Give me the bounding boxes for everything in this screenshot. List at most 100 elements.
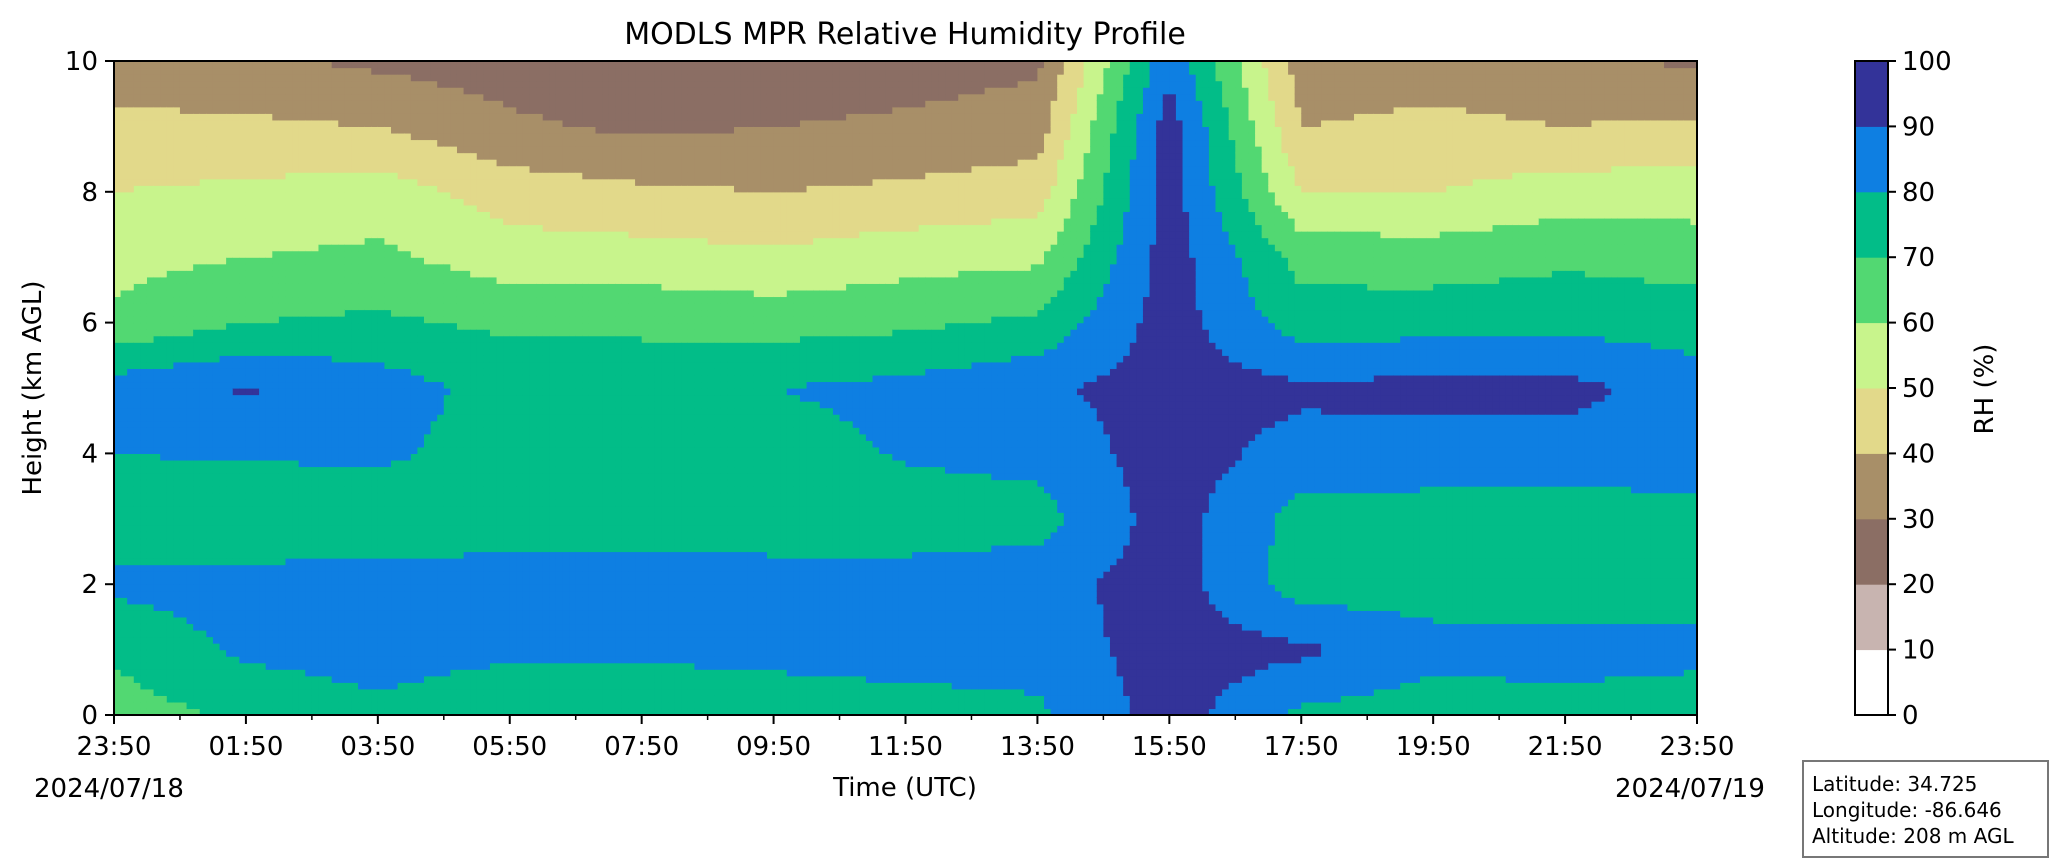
rh-cell [364, 309, 372, 317]
rh-cell [417, 629, 425, 638]
rh-cell [404, 283, 412, 291]
rh-cell [298, 100, 306, 108]
rh-cell [140, 656, 148, 664]
rh-cell [252, 80, 260, 88]
rh-cell [140, 289, 148, 298]
rh-cell [338, 414, 346, 422]
rh-cell [278, 152, 287, 160]
rh-cell [338, 74, 346, 82]
rh-cell [133, 492, 141, 500]
rh-cell [212, 224, 221, 232]
rh-cell [364, 80, 372, 88]
rh-cell [338, 629, 346, 638]
rh-cell [298, 87, 306, 95]
rh-cell [292, 649, 300, 657]
rh-cell [364, 159, 372, 167]
rh-cell [338, 316, 346, 324]
rh-cell [377, 394, 386, 402]
rh-cell [437, 427, 445, 435]
rh-cell [206, 368, 214, 376]
rh-cell [206, 420, 214, 428]
rh-cell [404, 257, 412, 265]
rh-cell [160, 231, 168, 239]
rh-cell [153, 146, 161, 154]
rh-cell [331, 87, 339, 95]
rh-cell [239, 708, 247, 715]
rh-cell [232, 276, 240, 284]
rh-cell [377, 446, 386, 454]
rh-cell [377, 433, 386, 441]
rh-cell [120, 590, 128, 598]
rh-cell [272, 636, 280, 644]
rh-cell [305, 414, 313, 422]
rh-cell [173, 224, 181, 232]
rh-cell [377, 662, 386, 670]
rh-cell [179, 414, 188, 422]
rh-cell [245, 250, 254, 258]
rh-cell [305, 283, 313, 291]
rh-cell [114, 224, 122, 232]
rh-cell [120, 433, 128, 441]
rh-cell [292, 217, 300, 226]
rh-cell [199, 211, 207, 219]
rh-cell [285, 616, 293, 625]
rh-cell [404, 682, 412, 690]
rh-cell [397, 100, 405, 108]
rh-cell [371, 695, 379, 703]
rh-cell [358, 440, 366, 448]
rh-cell [265, 126, 273, 134]
rh-cell [160, 662, 168, 670]
rh-cell [127, 374, 135, 383]
rh-cell [285, 152, 293, 160]
rh-cell [140, 80, 148, 88]
rh-cell [404, 100, 412, 108]
rh-cell [371, 616, 379, 625]
rh-cell [232, 355, 240, 363]
rh-cell [239, 407, 247, 415]
rh-cell [265, 512, 273, 520]
rh-cell [397, 453, 405, 461]
rh-cell [166, 473, 174, 481]
rh-cell [358, 316, 366, 324]
rh-cell [272, 276, 280, 284]
rh-cell [397, 656, 405, 664]
rh-cell [179, 544, 188, 553]
rh-cell [424, 113, 432, 121]
rh-cell [153, 342, 161, 350]
rh-cell [120, 342, 128, 350]
rh-cell [305, 139, 313, 147]
rh-cell [127, 656, 135, 664]
rh-cell [239, 701, 247, 710]
rh-cell [146, 178, 155, 186]
rh-cell [226, 571, 234, 579]
rh-cell [160, 61, 168, 69]
rh-cell [153, 440, 161, 448]
rh-cell [285, 669, 293, 677]
rh-cell [219, 113, 227, 121]
rh-cell [430, 466, 438, 474]
rh-cell [212, 309, 221, 317]
rh-cell [239, 453, 247, 461]
rh-cell [285, 185, 293, 193]
rh-cell [318, 459, 326, 468]
rh-cell [391, 165, 399, 173]
rh-cell [397, 662, 405, 670]
rh-cell [120, 669, 128, 677]
rh-cell [298, 499, 306, 507]
rh-cell [384, 564, 392, 572]
rh-cell [430, 564, 438, 572]
rh-cell [358, 682, 366, 690]
rh-cell [404, 374, 412, 383]
rh-cell [166, 374, 174, 383]
rh-cell [232, 643, 240, 651]
rh-cell [298, 551, 306, 559]
rh-cell [424, 355, 432, 363]
rh-cell [285, 643, 293, 651]
rh-cell [424, 577, 432, 585]
rh-cell [173, 309, 181, 317]
rh-cell [146, 119, 155, 127]
rh-cell [133, 564, 141, 572]
rh-cell [140, 185, 148, 193]
rh-cell [364, 302, 372, 311]
rh-cell [114, 446, 122, 454]
